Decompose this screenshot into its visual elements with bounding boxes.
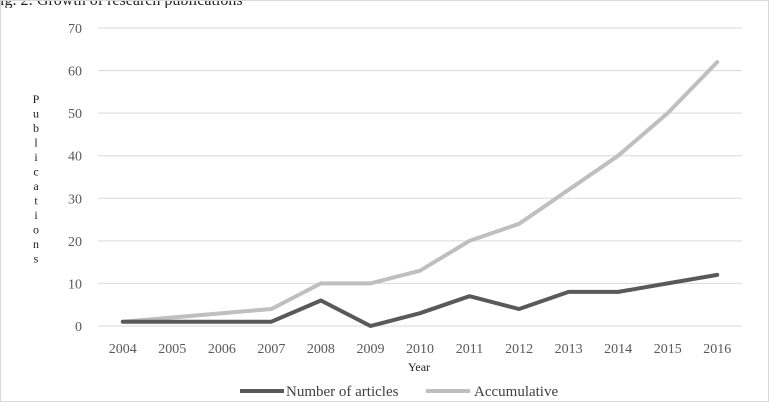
y-axis-title-letter: u — [33, 107, 39, 121]
series-lines — [120, 60, 720, 328]
x-tick-label: 2005 — [158, 342, 186, 357]
gridlines — [98, 27, 742, 327]
y-axis-title-letter: t — [34, 194, 38, 208]
y-tick-label: 30 — [68, 192, 82, 207]
y-tick-label: 10 — [68, 277, 82, 292]
y-tick-label: 0 — [75, 320, 82, 335]
x-tick-label: 2012 — [505, 342, 533, 357]
y-axis-title-letter: s — [34, 252, 39, 266]
y-axis-title-letter: n — [33, 237, 39, 251]
x-tick-label: 2014 — [604, 342, 632, 357]
x-axis-title: Year — [408, 360, 430, 374]
y-axis-title-letter: b — [33, 121, 39, 135]
y-axis-title-letter: P — [33, 92, 40, 106]
x-tick-label: 2008 — [307, 342, 335, 357]
y-tick-label: 60 — [68, 65, 82, 80]
y-tick-label: 50 — [68, 107, 82, 122]
x-tick-label: 2009 — [356, 342, 384, 357]
legend-label: Accumulative — [474, 384, 558, 400]
y-axis-title-letter: i — [34, 150, 38, 164]
x-tick-label: 2006 — [208, 342, 236, 357]
y-axis-title-letter: a — [33, 179, 39, 193]
x-tick-label: 2007 — [257, 342, 285, 357]
legend: Number of articles Accumulative — [240, 384, 558, 400]
x-tick-label: 2013 — [555, 342, 583, 357]
series-line-number-of-articles — [120, 272, 720, 328]
y-axis-title-letter: i — [34, 208, 38, 222]
x-tick-label: 2010 — [406, 342, 434, 357]
y-tick-label: 70 — [68, 22, 82, 37]
y-axis-ticks: 0 10 20 30 40 50 60 70 — [68, 22, 82, 335]
y-tick-label: 40 — [68, 150, 82, 165]
x-tick-label: 2011 — [456, 342, 483, 357]
x-axis-ticks: 2004 2005 2006 2007 2008 2009 2010 2011 2012 2013… — [109, 342, 731, 357]
y-axis-title-letter: o — [33, 223, 39, 237]
y-axis-title-letter: l — [34, 136, 38, 150]
y-tick-label: 20 — [68, 235, 82, 250]
series-line-accumulative — [120, 60, 720, 324]
y-axis-title-letter: c — [33, 165, 38, 179]
x-tick-label: 2004 — [109, 342, 137, 357]
x-tick-label: 2015 — [654, 342, 682, 357]
legend-label: Number of articles — [286, 384, 399, 400]
figure-caption: ig. 2: Growth of research publications — [0, 0, 380, 8]
x-tick-label: 2016 — [703, 342, 731, 357]
